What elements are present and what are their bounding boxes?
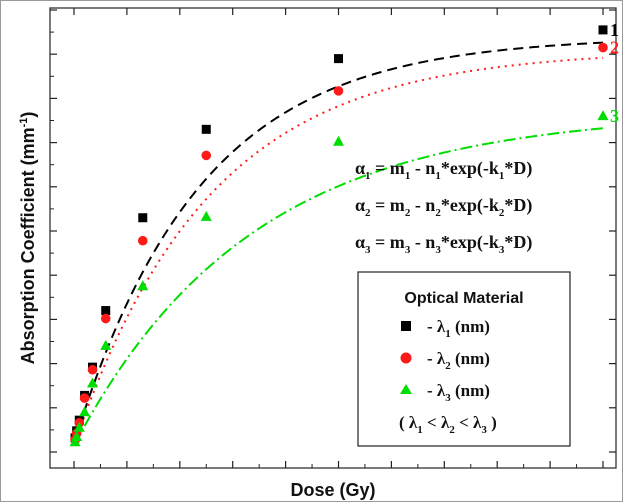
fit-curve-3 bbox=[73, 127, 604, 446]
data-point-square bbox=[101, 306, 111, 316]
data-point-triangle bbox=[200, 210, 212, 221]
curve-label-2: 2 bbox=[610, 38, 619, 58]
legend-marker-triangle bbox=[400, 384, 412, 394]
plot-area-frame bbox=[49, 7, 617, 469]
legend-entry-2: - λ2 (nm) bbox=[427, 349, 490, 372]
data-point-triangle bbox=[100, 339, 112, 350]
x-axis-title: Dose (Gy) bbox=[290, 480, 375, 500]
data-point-triangle bbox=[597, 110, 609, 121]
equation-2: α2 = m2 - n2*exp(-k2*D) bbox=[355, 195, 532, 219]
fit-curve-1 bbox=[73, 41, 604, 444]
data-point-circle bbox=[598, 42, 608, 53]
fit-equations: α1 = m1 - n1*exp(-k1*D) α2 = m2 - n2*exp… bbox=[355, 158, 532, 256]
data-point-square bbox=[334, 54, 343, 64]
fit-curves bbox=[73, 41, 604, 446]
data-point-triangle bbox=[137, 280, 149, 291]
equation-3: α3 = m3 - n3*exp(-k3*D) bbox=[355, 232, 532, 256]
curve-label-1: 1 bbox=[610, 20, 619, 40]
legend-entry-3: - λ3 (nm) bbox=[427, 381, 490, 404]
data-point-square bbox=[201, 124, 211, 134]
equation-1: α1 = m1 - n1*exp(-k1*D) bbox=[355, 158, 532, 182]
data-point-triangle bbox=[87, 377, 99, 388]
data-point-square bbox=[138, 213, 148, 223]
axis-ticks bbox=[50, 8, 616, 468]
legend: Optical Material - λ1 (nm) - λ2 (nm) - λ… bbox=[357, 271, 571, 447]
data-point-circle bbox=[100, 313, 111, 324]
curve-label-3: 3 bbox=[610, 106, 619, 126]
data-point-circle bbox=[137, 235, 148, 246]
data-point-circle bbox=[79, 393, 90, 403]
legend-entry-1: - λ1 (nm) bbox=[427, 317, 490, 340]
legend-box bbox=[357, 271, 571, 447]
data-point-triangle bbox=[71, 430, 83, 441]
legend-note: ( λ1 < λ2 < λ3 ) bbox=[399, 413, 497, 436]
y-axis-title: Absorption Coefficient (mm-1) bbox=[18, 112, 38, 365]
data-point-circle bbox=[87, 364, 98, 375]
data-point-circle bbox=[201, 150, 212, 161]
data-point-triangle bbox=[333, 135, 344, 146]
legend-title: Optical Material bbox=[404, 290, 523, 307]
legend-marker-circle bbox=[400, 352, 412, 364]
data-point-triangle bbox=[73, 421, 85, 432]
data-point-circle bbox=[333, 86, 344, 96]
data-point-square bbox=[598, 25, 608, 35]
data-point-triangle bbox=[69, 436, 81, 447]
data-point-triangle bbox=[79, 406, 91, 417]
curve-labels: 12 3 bbox=[610, 20, 619, 126]
data-points bbox=[69, 25, 609, 447]
legend-marker-square bbox=[401, 321, 411, 331]
